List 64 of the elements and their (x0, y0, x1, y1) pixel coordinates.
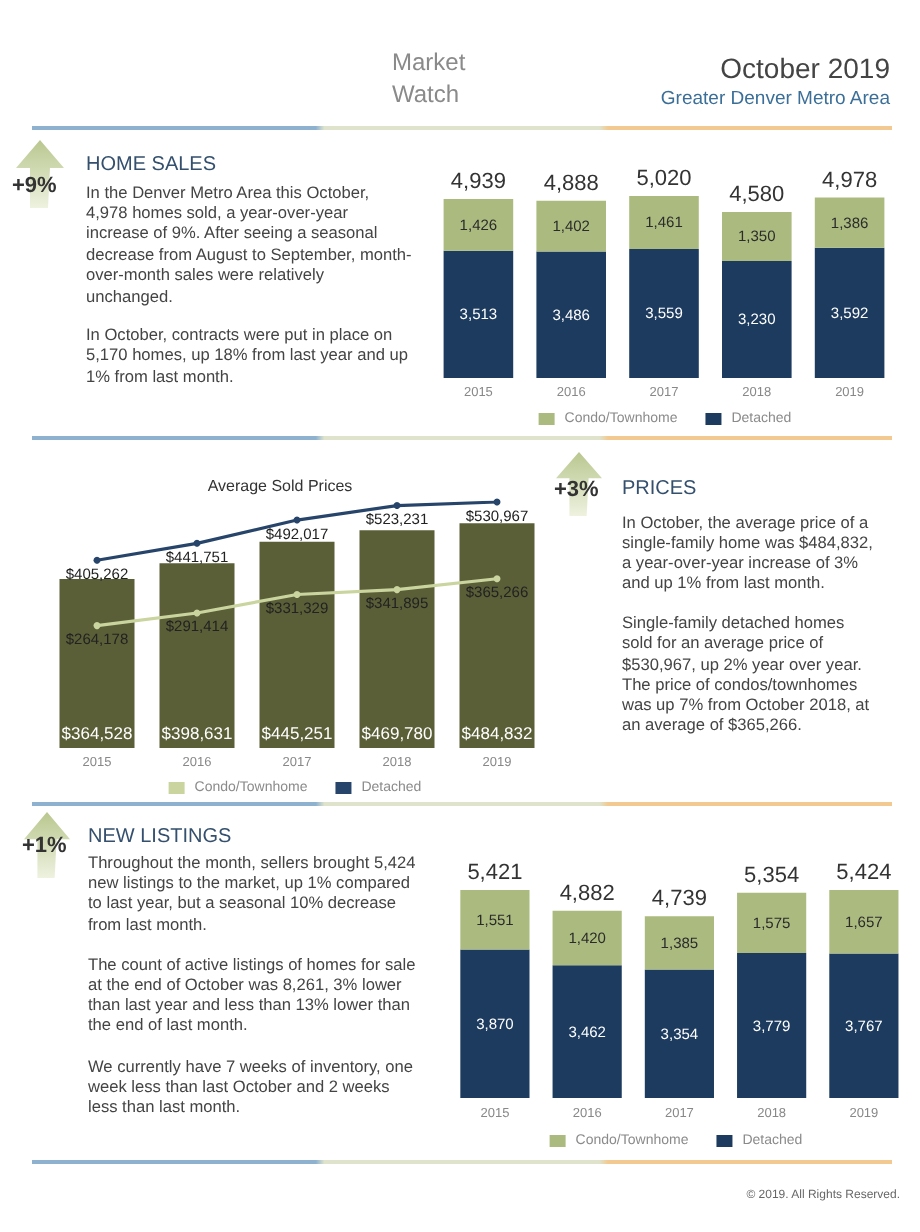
total-label: 4,882 (559, 881, 615, 906)
text: Throughout the month, sellers brought 5,424 new listings to the market, up 1% compared to last year, but a seasonal 10% decrease from last month. (88, 852, 416, 934)
text: October 2019 (720, 52, 890, 84)
data-label: $398,631 (161, 723, 233, 743)
total-label: 5,020 (636, 167, 692, 191)
bar (443, 250, 514, 378)
bar (443, 198, 514, 251)
point (393, 502, 401, 510)
text: PRICES (622, 478, 697, 502)
point (93, 622, 101, 630)
bar (737, 892, 807, 954)
point (493, 575, 501, 583)
bar (629, 248, 699, 378)
bar (829, 953, 899, 1098)
total-label: 4,739 (651, 887, 707, 912)
text: Market Watch (392, 46, 468, 110)
bar (737, 953, 807, 1098)
text: +1% (22, 832, 67, 860)
total-label: 4,978 (822, 168, 878, 193)
bar (359, 530, 435, 748)
bar (159, 563, 235, 748)
bar (259, 541, 335, 748)
point (193, 539, 201, 547)
total-label: 4,939 (450, 169, 506, 194)
text: The count of active listings of homes for sale at the end of October was 8,261, 3% lower than last year and less than 13% lower than the end of last month. (88, 953, 416, 1036)
text: Greater Denver Metro Area (660, 88, 890, 110)
bar (536, 251, 606, 378)
bar (629, 196, 699, 249)
text: In October, the average price of a single-family home was $484,832, a year-over-year increase of 3% and up 1% from last month. (622, 512, 875, 593)
chart-title: Average Sold Prices (207, 477, 353, 495)
text: In October, contracts were put in place on 5,170 homes, up 18% from last year and up 1% from last month. (86, 323, 410, 387)
total-label: 5,424 (836, 861, 892, 885)
text: +3% (554, 476, 599, 504)
data-label: $469,780 (361, 723, 433, 743)
bar (552, 965, 622, 1098)
total-label: 4,888 (543, 171, 599, 196)
point (393, 586, 401, 594)
total-label: 5,354 (744, 863, 800, 888)
bar (644, 916, 714, 970)
bar (722, 211, 792, 261)
bar (829, 890, 899, 954)
text: Single-family detached homes sold for an average price of $530,967, up 2% year over year. The price of condos/townhomes was up 7% from October 2018, at an average of $365,266. (622, 612, 872, 734)
data-label: $445,251 (261, 723, 333, 743)
total-label: 4,580 (729, 182, 785, 207)
data-label: $484,832 (461, 723, 533, 743)
bar (722, 260, 792, 378)
text: HOME SALES (86, 154, 217, 178)
bar (460, 890, 530, 950)
point (293, 591, 301, 598)
text: We currently have 7 weeks of inventory, one week less than last October and 2 weeks less than last month. (88, 1055, 415, 1117)
bar (814, 247, 885, 378)
bar (459, 523, 535, 748)
data-label: $364,528 (61, 723, 133, 743)
bar (644, 969, 714, 1098)
text: +9% (12, 172, 57, 200)
text: In the Denver Metro Area this October, 4,978 homes sold, a year-over-year increase of 9%. After seeing a seasonal decrease from August to September, month-over-month sales were relatively unchanged. (86, 181, 412, 306)
bar (460, 949, 530, 1098)
bar (814, 197, 885, 248)
bar (552, 910, 622, 966)
bar (59, 579, 135, 748)
total-label: 5,421 (467, 861, 523, 886)
bar (536, 200, 606, 252)
text: NEW LISTINGS (88, 826, 232, 850)
point (93, 556, 101, 564)
